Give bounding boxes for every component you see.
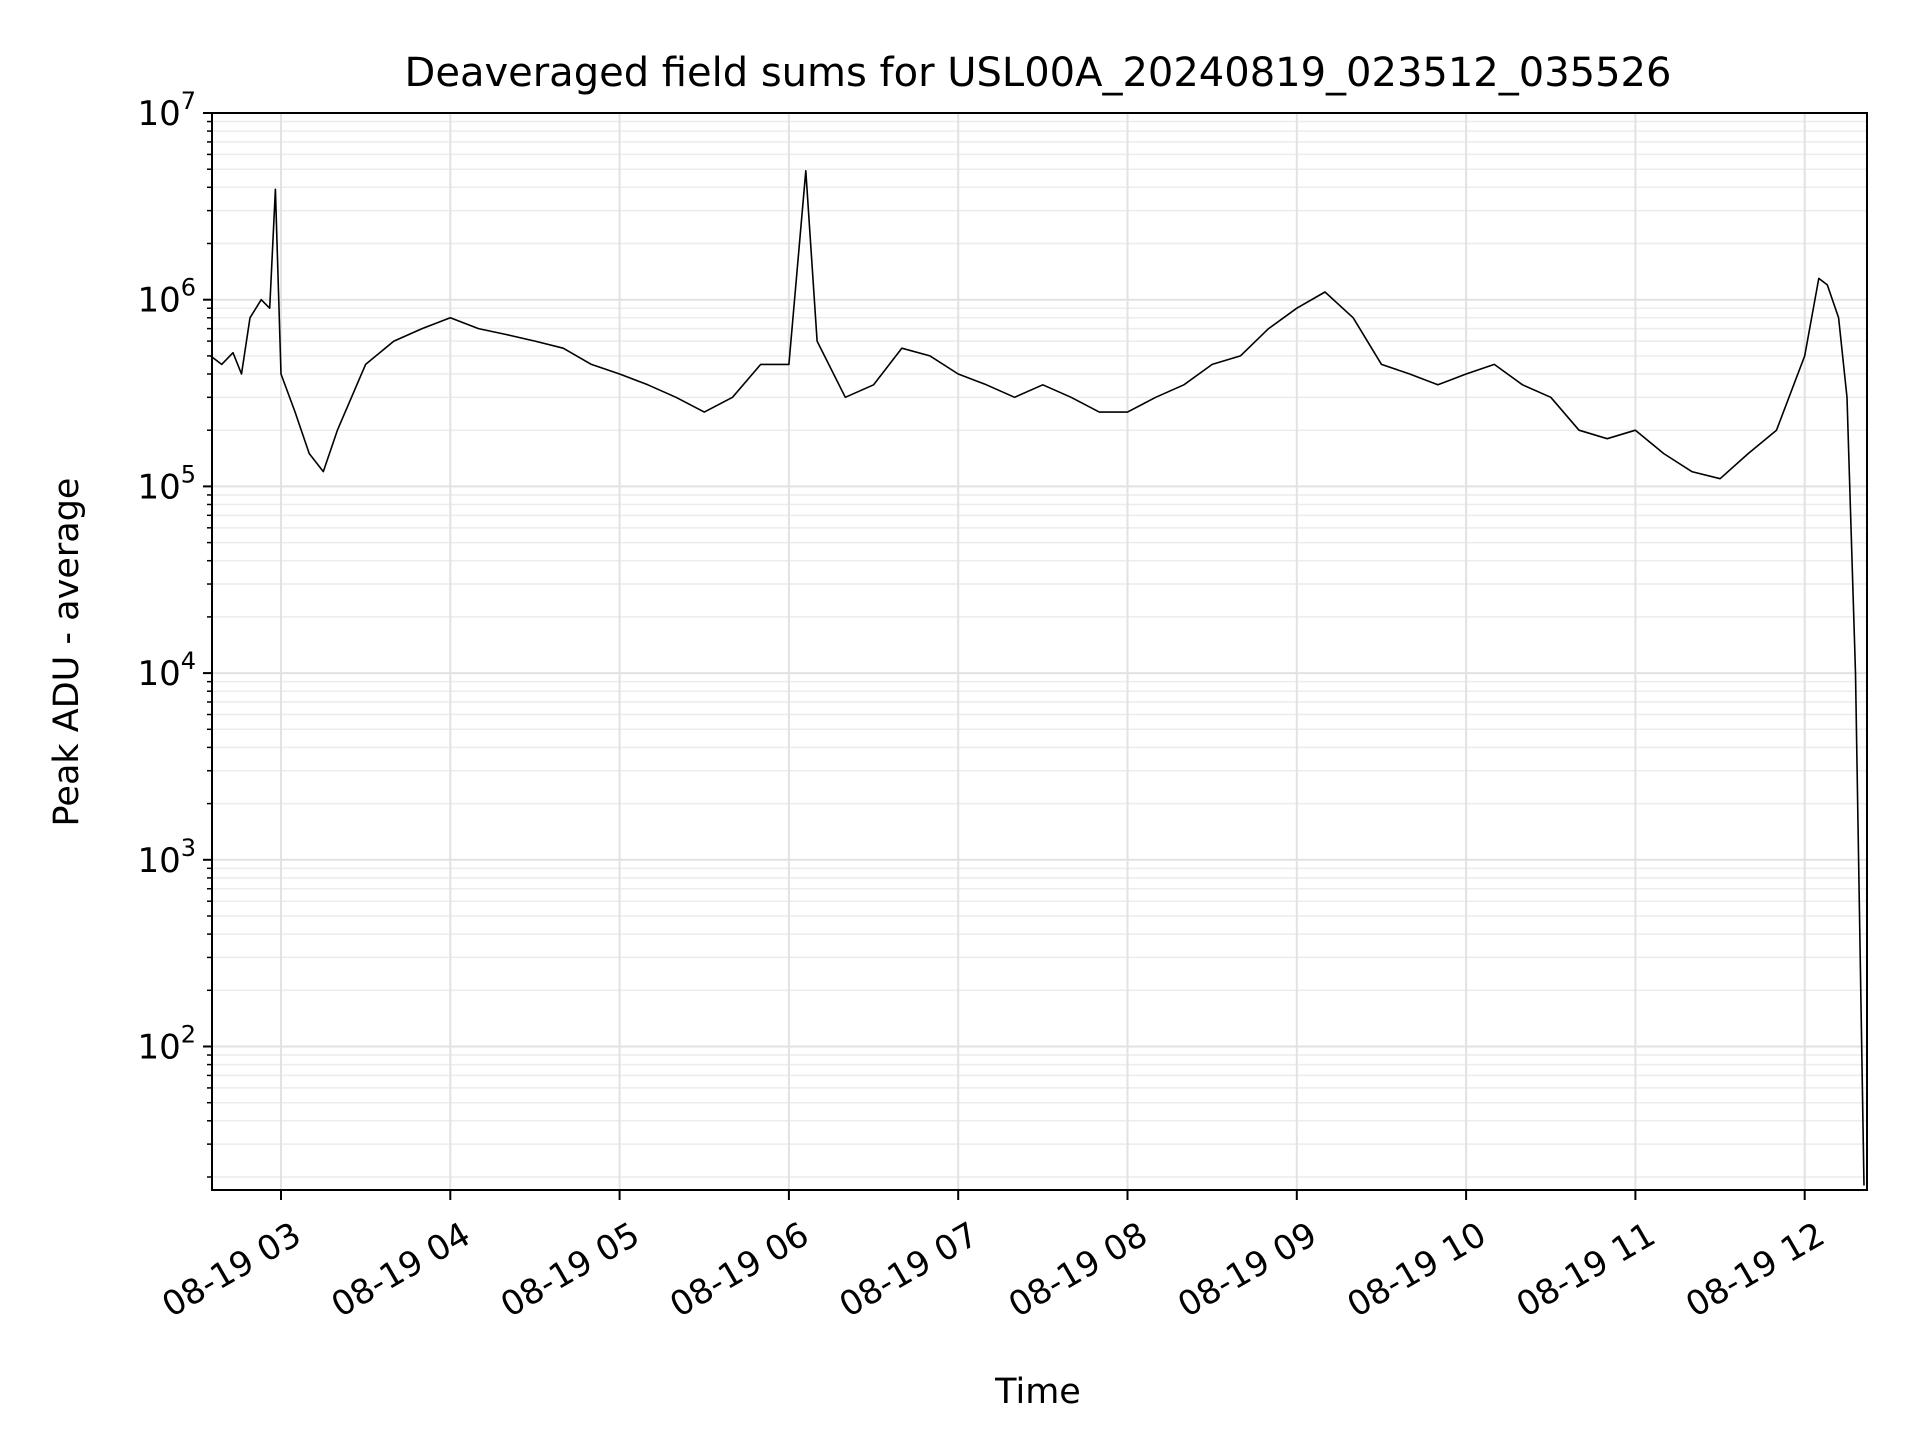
y-tick-label: 104 [137,647,196,694]
x-axis-label: Time [994,1372,1081,1412]
y-tick-label-base: 10 [137,467,180,507]
x-tick-label: 08-19 10 [1341,1215,1493,1326]
y-tick-label-base: 10 [137,1028,180,1068]
y-tick-label-exponent: 4 [181,647,196,675]
y-tick-label: 107 [137,87,196,134]
x-tick-label: 08-19 06 [663,1215,815,1326]
x-axis-ticks: 08-19 03 08-19 04 08-19 05 08-19 06 08-19 07… [156,1190,1832,1326]
y-tick-label-exponent: 2 [181,1021,196,1049]
x-tick-label: 08-19 09 [1171,1215,1323,1326]
y-tick-label: 102 [137,1021,196,1068]
x-tick-label: 08-19 03 [156,1215,308,1326]
y-tick-label: 106 [137,274,196,321]
y-tick-label: 105 [137,460,196,507]
y-tick-label-base: 10 [137,281,180,321]
y-tick-label-base: 10 [137,94,180,134]
line-series [210,170,1865,1186]
y-tick-label-exponent: 7 [181,87,196,115]
y-tick-label: 103 [137,834,196,881]
y-tick-label-base: 10 [137,841,180,881]
chart-title: Deaveraged field sums for USL00A_2024081… [405,50,1672,96]
y-tick-label-base: 10 [137,654,180,694]
x-tick-label: 08-19 11 [1510,1215,1662,1326]
x-tick-label: 08-19 04 [325,1215,477,1326]
y-tick-label-exponent: 5 [181,460,196,488]
series-line [210,170,1865,1186]
x-tick-label: 08-19 08 [1002,1215,1154,1326]
x-tick-label: 08-19 07 [833,1215,985,1326]
grid [212,112,1867,1190]
x-tick-label: 08-19 12 [1679,1215,1831,1326]
x-tick-label: 08-19 05 [494,1215,646,1326]
y-axis-label: Peak ADU - average [47,478,87,827]
plot-frame [211,112,1868,1191]
y-tick-label-exponent: 3 [181,834,196,862]
y-tick-label-exponent: 6 [181,274,196,302]
